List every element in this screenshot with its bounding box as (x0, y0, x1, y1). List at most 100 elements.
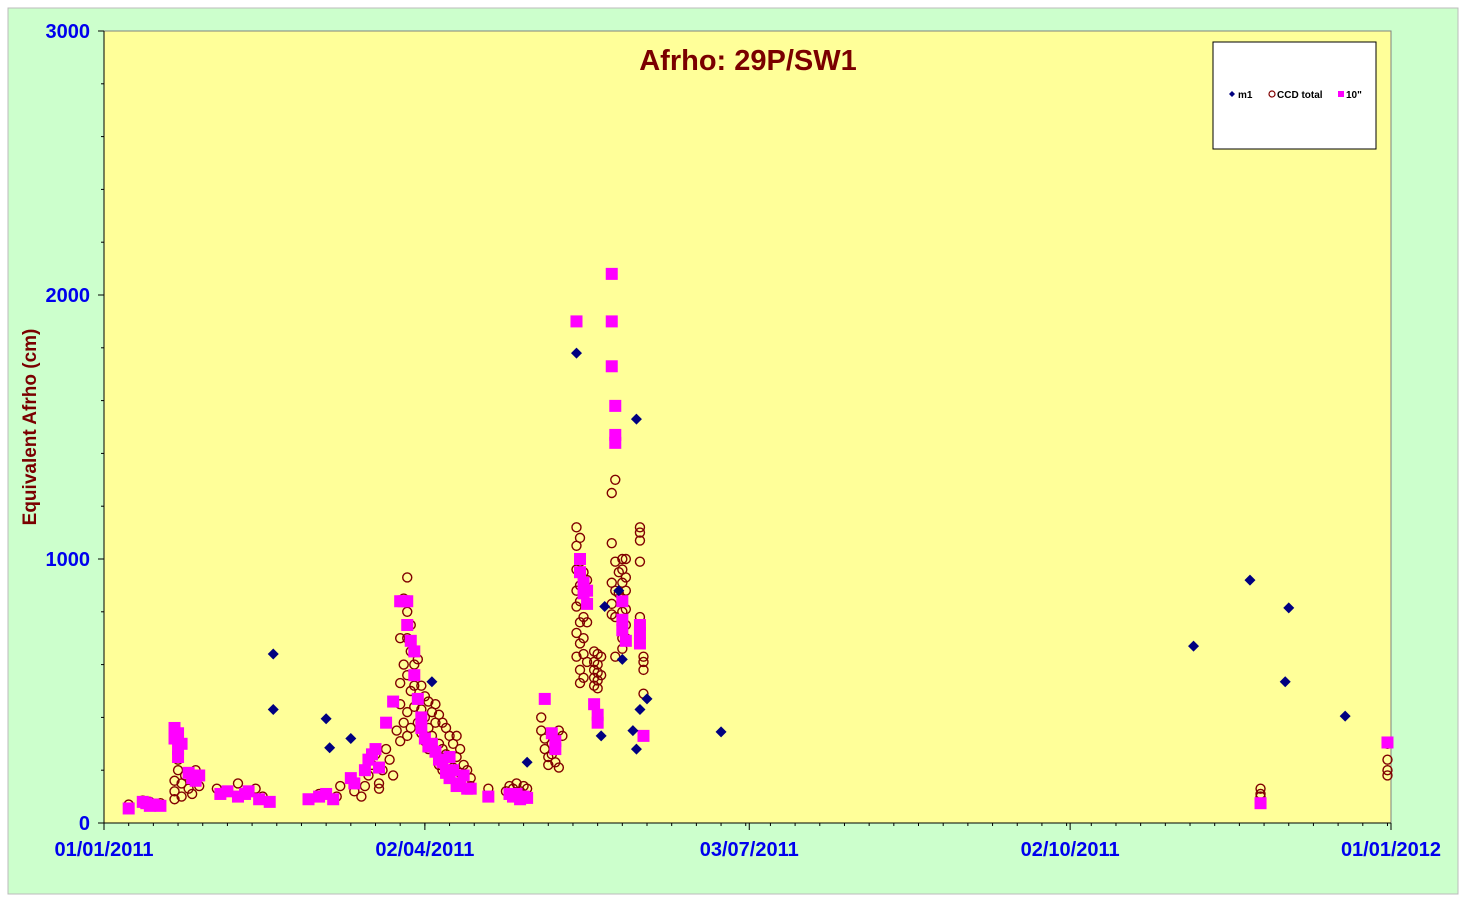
m1-point (324, 742, 336, 754)
ccd-total-point (183, 783, 194, 794)
m1-point (426, 676, 438, 688)
ccd-total-point (574, 638, 586, 649)
ten-arcsec-point (574, 566, 587, 579)
m1-point (715, 726, 727, 738)
ccd-total-point (571, 651, 582, 662)
ten-arcsec-point (380, 716, 393, 729)
ten-arcsec-point (175, 737, 188, 750)
m1-point (634, 703, 646, 715)
ten-arcsec-point (482, 790, 495, 803)
ccd-total-point (402, 572, 413, 583)
ccd-total-point (391, 725, 402, 736)
ten-arcsec-point (591, 716, 604, 729)
ccd-total-point (423, 696, 434, 707)
ten-arcsec-point (401, 619, 414, 631)
ccd-total-point (169, 775, 180, 786)
legend-label-ccd-total: CCD total (1277, 90, 1323, 101)
ccd-total-point (634, 527, 646, 538)
m1-point (1244, 574, 1256, 586)
m1-point (641, 693, 653, 705)
ten-arcsec-point (411, 692, 424, 705)
chart-title: Afrho: 29P/SW1 (639, 45, 857, 77)
ten-arcsec-point (574, 553, 587, 565)
ten-arcsec-point (358, 764, 371, 777)
ccd-total-point (394, 677, 406, 689)
ccd-total-point (634, 522, 646, 533)
ten-arcsec-point (447, 764, 460, 777)
ten-arcsec-point (327, 793, 340, 806)
ten-arcsec-point (457, 769, 470, 782)
ten-arcsec-point (408, 645, 421, 658)
ten-arcsec-point (154, 799, 167, 812)
y-tick-label: 3000 (46, 21, 91, 43)
ccd-total-point (536, 712, 547, 723)
m1-point (630, 413, 642, 425)
ten-arcsec-point (253, 793, 266, 806)
ccd-total-point (405, 722, 416, 734)
ten-arcsec-point (570, 315, 583, 328)
ccd-total-point (430, 699, 441, 710)
ccd-total-point (451, 730, 462, 742)
x-tick-label: 02/10/2011 (1021, 839, 1120, 861)
ccd-total-point (595, 651, 607, 662)
ten-arcsec-point (549, 743, 562, 756)
ten-arcsec-point (619, 634, 632, 647)
m1-point (1188, 640, 1200, 652)
ten-arcsec-point (401, 595, 414, 608)
ccd-total-point (176, 791, 187, 802)
y-tick-label: 2000 (46, 285, 91, 307)
y-axis-label: Equivalent Afrho (cm) (20, 329, 41, 526)
ccd-total-point (335, 780, 346, 792)
ten-arcsec-point (605, 315, 618, 328)
ccd-total-point (186, 788, 198, 800)
ccd-total-point (578, 611, 589, 623)
ccd-total-point (578, 633, 589, 644)
m1-point (521, 756, 533, 768)
ten-arcsec-point (221, 785, 234, 798)
ccd-total-point (638, 664, 649, 676)
ten-arcsec-point (616, 595, 629, 608)
ten-arcsec-point (637, 729, 650, 742)
ten-arcsec-point (609, 399, 622, 412)
ccd-total-point (571, 627, 582, 639)
y-tick-label: 1000 (46, 549, 91, 571)
x-tick-label: 02/04/2011 (375, 839, 474, 861)
ten-arcsec-point (373, 761, 386, 774)
ten-arcsec-point (172, 727, 185, 740)
x-tick-label: 01/01/2011 (55, 839, 154, 861)
y-axis-ticks: 0 1000 2000 3000 (46, 21, 104, 835)
ccd-total-point (571, 522, 582, 533)
m1-point (630, 743, 642, 755)
ten-arcsec-point (581, 597, 594, 610)
ccd-total-point (384, 754, 395, 765)
ten-arcsec-point (633, 626, 646, 639)
ccd-total-point (437, 717, 448, 728)
ccd-total-point (394, 633, 406, 644)
ten-arcsec-point (443, 751, 456, 763)
ten-arcsec-point (464, 782, 477, 795)
ccd-total-point (581, 656, 593, 668)
ten-arcsec-point (588, 698, 601, 711)
ccd-total-point (574, 617, 586, 628)
ccd-total-point (458, 759, 469, 771)
m1-point (627, 725, 639, 737)
axes (103, 31, 1391, 824)
ccd-total-point (402, 606, 413, 617)
ccd-total-point (1255, 783, 1266, 794)
ccd-total-point (387, 770, 399, 781)
ccd-total-point (574, 677, 586, 689)
ccd-total-point (454, 743, 466, 755)
legend-label-m1: m1 (1238, 90, 1253, 101)
ccd-total-point (578, 672, 589, 683)
ccd-total-point (359, 780, 371, 792)
ccd-total-point (172, 765, 184, 776)
m1-point (1279, 676, 1291, 688)
ten-arcsec-point (122, 802, 135, 815)
m1-point (613, 585, 625, 597)
m1-point (599, 601, 611, 613)
ten-arcsec-point (387, 695, 400, 708)
ccd-total-point (574, 532, 586, 544)
ccd-total-point (610, 474, 621, 485)
ccd-total-point (380, 743, 392, 755)
